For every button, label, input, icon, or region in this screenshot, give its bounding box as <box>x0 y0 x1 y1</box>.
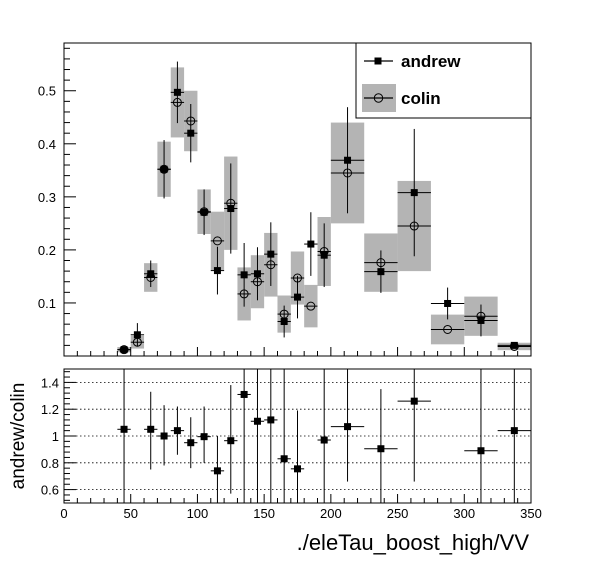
colin-point-13 <box>293 273 302 283</box>
ratio-data-marks <box>117 369 531 503</box>
ratio-point-13 <box>320 436 328 444</box>
legend-entry-colin: colin <box>362 84 441 112</box>
ratio-point-6 <box>213 467 221 475</box>
colin-point-11 <box>266 260 276 270</box>
legend-andrew-label: andrew <box>401 52 461 71</box>
andrew-point-14 <box>307 240 315 248</box>
ratio-ytick-label-4: 1.4 <box>41 375 59 390</box>
ratio-xtick-label-7: 350 <box>520 506 542 521</box>
ratio-point-9 <box>253 417 261 425</box>
andrew-point-9 <box>240 271 248 279</box>
ratio-point-12 <box>294 465 301 473</box>
ratio-point-0 <box>120 425 128 433</box>
ratio-point-8 <box>240 390 248 398</box>
ratio-point-14 <box>344 423 352 431</box>
ratio-point-16 <box>410 397 418 405</box>
andrew-point-20 <box>477 316 485 324</box>
colin-point-9 <box>239 289 249 299</box>
ratio-y-axis-title: andrew/colin <box>8 383 29 490</box>
ratio-point-1 <box>147 425 155 433</box>
legend-andrew-marker <box>374 57 382 65</box>
colin-point-17 <box>376 258 386 268</box>
legend-colin-label: colin <box>401 89 441 108</box>
main-panel: 0.1 0.2 0.3 0.4 0.5 andrew colin <box>38 42 532 357</box>
colin-point-3 <box>159 164 169 174</box>
legend-entry-andrew: andrew <box>364 52 461 71</box>
ratio-point-18 <box>510 427 518 435</box>
legend: andrew colin <box>355 42 532 119</box>
main-ytick-label-2: 0.3 <box>38 190 56 205</box>
ratio-xtick-label-6: 300 <box>453 506 475 521</box>
main-plot-frame <box>63 42 532 357</box>
ratio-x-axis: 0 50 100 150 200 250 300 350 <box>60 494 542 521</box>
main-data-marks <box>117 61 531 355</box>
main-y-axis: 0.1 0.2 0.3 0.4 0.5 <box>38 47 76 346</box>
andrew-point-1 <box>133 331 141 339</box>
ratio-ytick-label-3: 1.2 <box>41 402 59 417</box>
main-ytick-label-0: 0.1 <box>38 296 56 311</box>
ratio-point-15 <box>377 445 385 453</box>
andrew-point-5 <box>187 129 195 137</box>
andrew-point-19 <box>444 299 452 307</box>
andrew-point-16 <box>344 156 352 164</box>
ratio-point-2 <box>160 432 168 440</box>
ratio-xtick-label-1: 50 <box>123 506 137 521</box>
andrew-point-2 <box>147 270 155 278</box>
colin-point-14 <box>306 301 316 311</box>
ratio-xtick-label-5: 250 <box>387 506 409 521</box>
colin-point-10 <box>252 277 262 287</box>
andrew-point-10 <box>253 270 261 278</box>
main-ytick-label-1: 0.2 <box>38 243 56 258</box>
ratio-point-17 <box>477 447 485 455</box>
ratio-ytick-label-1: 0.8 <box>41 456 59 471</box>
andrew-point-15 <box>320 251 328 259</box>
ratio-point-7 <box>227 437 235 445</box>
andrew-point-21 <box>510 341 518 349</box>
ratio-point-4 <box>187 439 195 447</box>
andrew-point-6 <box>200 208 208 216</box>
colin-point-18 <box>409 221 419 231</box>
colin-point-16 <box>343 168 353 178</box>
main-ytick-label-4: 0.5 <box>38 84 56 99</box>
ratio-xtick-label-2: 100 <box>187 506 209 521</box>
ratio-point-11 <box>280 455 288 463</box>
x-axis-title: ./eleTau_boost_high/VV <box>297 530 530 555</box>
ratio-panel: 0.6 0.8 1 1.2 1.4 0 50 100 150 200 250 300 350 andr… <box>8 368 542 555</box>
ratio-ytick-label-2: 1 <box>52 429 59 444</box>
andrew-point-3 <box>160 165 168 173</box>
ratio-point-3 <box>173 427 181 435</box>
andrew-point-0 <box>120 346 128 354</box>
colin-point-19 <box>443 324 453 334</box>
colin-point-5 <box>186 116 196 126</box>
colin-point-0 <box>119 345 129 355</box>
ratio-y-axis: 0.6 0.8 1 1.2 1.4 <box>41 371 76 501</box>
main-x-axis-ticks <box>63 347 532 356</box>
ratio-ytick-label-0: 0.6 <box>41 483 59 498</box>
legend-colin-marker <box>373 93 384 103</box>
andrew-point-11 <box>267 250 275 258</box>
ratio-xtick-label-0: 0 <box>60 506 67 521</box>
ratio-xtick-label-3: 150 <box>253 506 275 521</box>
main-ytick-label-3: 0.4 <box>38 137 56 152</box>
andrew-point-18 <box>410 189 418 197</box>
andrew-point-8 <box>227 205 235 213</box>
ratio-point-10 <box>267 416 275 424</box>
ratio-point-5 <box>200 433 208 441</box>
ratio-xtick-label-4: 200 <box>320 506 342 521</box>
andrew-point-4 <box>173 88 181 96</box>
andrew-point-7 <box>213 267 221 275</box>
andrew-point-12 <box>280 318 288 326</box>
colin-point-7 <box>212 236 222 246</box>
andrew-point-13 <box>294 293 301 301</box>
colin-point-4 <box>172 97 182 107</box>
andrew-point-17 <box>377 268 385 276</box>
